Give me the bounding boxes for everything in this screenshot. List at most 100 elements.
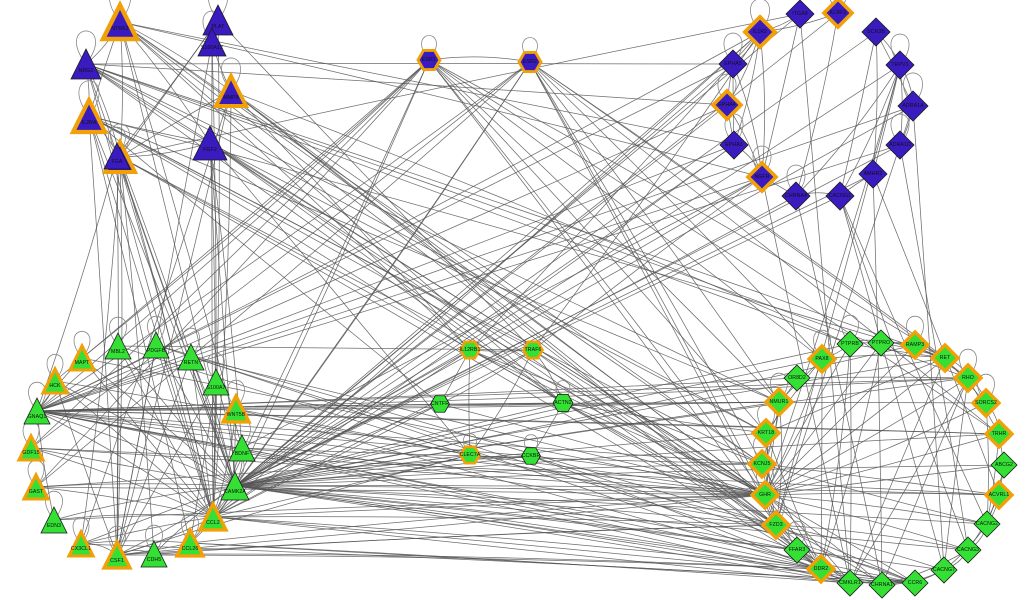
- graph-edge[interactable]: [36, 31, 761, 412]
- graph-node-plat[interactable]: [202, 4, 234, 36]
- graph-edge[interactable]: [764, 358, 823, 496]
- graph-edge[interactable]: [234, 485, 969, 551]
- graph-edge[interactable]: [764, 464, 1005, 496]
- graph-edge[interactable]: [839, 195, 969, 551]
- graph-edge[interactable]: [212, 144, 735, 518]
- graph-edge[interactable]: [532, 349, 766, 496]
- graph-node-abcg2[interactable]: [990, 451, 1018, 479]
- graph-node-ddr2[interactable]: [805, 553, 838, 586]
- graph-edge[interactable]: [209, 142, 777, 526]
- graph-node-ntrk2[interactable]: [99, 0, 142, 44]
- graph-edge[interactable]: [241, 447, 766, 496]
- graph-edge[interactable]: [234, 343, 851, 487]
- graph-edge[interactable]: [764, 492, 1000, 496]
- graph-edge[interactable]: [234, 144, 735, 487]
- graph-edge[interactable]: [234, 454, 471, 487]
- graph-edge[interactable]: [116, 381, 217, 556]
- graph-edge[interactable]: [234, 464, 1005, 487]
- graph-node-cmklr1[interactable]: [836, 569, 864, 597]
- graph-edge[interactable]: [234, 432, 767, 487]
- graph-edge[interactable]: [36, 105, 914, 412]
- graph-node-fga[interactable]: [103, 142, 131, 170]
- graph-edge[interactable]: [209, 142, 767, 434]
- graph-edge[interactable]: [36, 410, 763, 465]
- graph-edge[interactable]: [88, 115, 763, 465]
- graph-node-scn3b[interactable]: [861, 17, 891, 47]
- graph-edge[interactable]: [36, 410, 1000, 435]
- graph-edge[interactable]: [764, 64, 901, 496]
- graph-node-hck[interactable]: [40, 365, 70, 396]
- graph-edge[interactable]: [54, 59, 430, 382]
- graph-node-rho[interactable]: [952, 362, 985, 395]
- graph-edge[interactable]: [234, 195, 797, 487]
- graph-edge[interactable]: [119, 21, 236, 487]
- graph-edge[interactable]: [36, 401, 780, 412]
- self-loop-edge[interactable]: [522, 37, 538, 59]
- graph-edge[interactable]: [217, 19, 534, 351]
- graph-edge[interactable]: [85, 63, 767, 434]
- graph-edge[interactable]: [795, 195, 883, 586]
- graph-edge[interactable]: [820, 343, 851, 570]
- graph-node-sorcs2[interactable]: [970, 387, 1003, 420]
- graph-edge[interactable]: [234, 485, 1000, 496]
- graph-node-il2ra[interactable]: [69, 95, 109, 136]
- graph-node-itga8[interactable]: [785, 0, 815, 29]
- graph-edge[interactable]: [35, 59, 430, 488]
- graph-node-gnaq1[interactable]: [23, 397, 51, 425]
- graph-node-gdf15[interactable]: [16, 432, 46, 463]
- graph-node-cckbr[interactable]: [521, 446, 542, 467]
- graph-edge[interactable]: [54, 380, 214, 518]
- graph-edge[interactable]: [241, 176, 763, 449]
- graph-edge[interactable]: [119, 13, 801, 158]
- graph-node-cx3cl1[interactable]: [66, 528, 96, 559]
- graph-node-camk2a[interactable]: [220, 471, 250, 501]
- graph-edge[interactable]: [428, 59, 766, 496]
- graph-edge[interactable]: [116, 155, 214, 518]
- graph-edge[interactable]: [36, 176, 763, 412]
- self-loop-edge[interactable]: [788, 520, 806, 547]
- graph-edge[interactable]: [81, 357, 766, 496]
- graph-node-pax8[interactable]: [806, 343, 839, 376]
- graph-edge[interactable]: [119, 156, 155, 555]
- graph-edge[interactable]: [469, 349, 534, 456]
- graph-edge[interactable]: [764, 494, 916, 584]
- graph-node-chrna1[interactable]: [868, 571, 896, 599]
- graph-edge[interactable]: [532, 176, 763, 351]
- graph-edge[interactable]: [761, 463, 988, 525]
- graph-edge[interactable]: [116, 356, 192, 556]
- graph-edge[interactable]: [212, 403, 441, 518]
- graph-edge[interactable]: [88, 115, 471, 351]
- graph-edge[interactable]: [872, 173, 883, 586]
- self-loop-edge[interactable]: [108, 126, 126, 153]
- graph-node-ptprb[interactable]: [836, 330, 864, 358]
- graph-edge[interactable]: [117, 345, 236, 487]
- graph-node-ccl26[interactable]: [174, 526, 207, 560]
- graph-node-ghr[interactable]: [749, 479, 782, 512]
- graph-node-adra1a[interactable]: [897, 90, 929, 122]
- self-loop-edge[interactable]: [108, 525, 126, 552]
- graph-node-klrf2[interactable]: [820, 0, 855, 31]
- graph-edge[interactable]: [88, 115, 766, 496]
- graph-edge[interactable]: [530, 455, 851, 584]
- graph-edge[interactable]: [529, 61, 780, 403]
- graph-edge[interactable]: [116, 344, 157, 556]
- graph-edge[interactable]: [153, 553, 822, 570]
- graph-edge[interactable]: [234, 433, 1000, 487]
- self-loop-edge[interactable]: [28, 381, 46, 408]
- self-loop-edge[interactable]: [841, 314, 859, 341]
- graph-edge[interactable]: [36, 410, 214, 518]
- self-loop-edge[interactable]: [45, 490, 63, 517]
- graph-edge[interactable]: [234, 402, 564, 487]
- self-loop-edge[interactable]: [813, 329, 831, 356]
- graph-edge[interactable]: [799, 13, 851, 584]
- graph-edge[interactable]: [943, 377, 969, 571]
- graph-edge[interactable]: [36, 61, 531, 412]
- graph-edge[interactable]: [212, 516, 777, 526]
- graph-edge[interactable]: [230, 90, 851, 345]
- graph-edge[interactable]: [839, 64, 901, 197]
- self-loop-edge[interactable]: [890, 113, 910, 142]
- self-loop-edge[interactable]: [555, 380, 571, 400]
- graph-node-epha4[interactable]: [709, 87, 744, 122]
- graph-edge[interactable]: [765, 357, 946, 434]
- graph-edge[interactable]: [234, 463, 763, 487]
